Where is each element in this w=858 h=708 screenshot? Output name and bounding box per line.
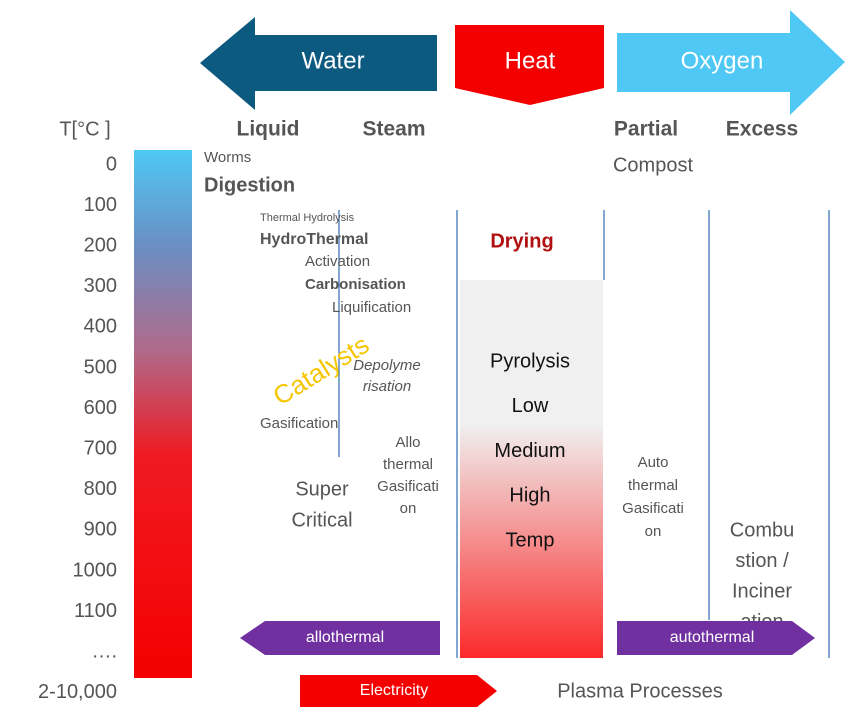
process-label: Compost: [613, 154, 693, 176]
process-label: Worms: [204, 149, 251, 166]
process-label: Super: [295, 478, 349, 500]
axis-label: 300: [84, 275, 117, 297]
axis-label: 100: [84, 194, 117, 216]
process-label: Combu: [730, 519, 794, 541]
process-label: Allo: [395, 434, 420, 451]
arrow-label: autothermal: [670, 629, 755, 646]
process-label: Low: [512, 395, 549, 417]
axis-label: 400: [84, 316, 117, 338]
axis-title: T[°C ]: [59, 118, 110, 140]
process-label: Drying: [490, 230, 553, 252]
process-label: Pyrolysis: [490, 350, 570, 372]
process-label: High: [509, 485, 550, 507]
pyrolysis-box: [460, 280, 603, 658]
autothermal-arrow: [617, 621, 815, 655]
process-label: Carbonisation: [305, 276, 406, 293]
process-label: Plasma Processes: [557, 680, 723, 702]
process-label: Inciner: [732, 580, 792, 602]
process-label: HydroThermal: [260, 231, 368, 248]
axis-label: 1100: [74, 600, 117, 622]
process-label: Gasification: [260, 415, 338, 432]
process-label: on: [400, 500, 417, 517]
process-label: Depolyme: [353, 357, 421, 374]
heat-label: Heat: [505, 47, 556, 74]
process-label: risation: [363, 378, 411, 395]
process-label: Temp: [506, 529, 555, 551]
process-label: Thermal Hydrolysis: [260, 212, 355, 224]
process-label: Auto: [638, 454, 669, 471]
heat-arrow: [455, 25, 604, 105]
axis-label: 600: [84, 397, 117, 419]
oxygen-label: Oxygen: [681, 47, 764, 74]
process-label: Critical: [291, 509, 352, 531]
axis-label: 200: [84, 234, 117, 256]
allothermal-arrow: [240, 621, 440, 655]
process-label: Digestion: [204, 174, 295, 196]
water-arrow: [200, 17, 437, 110]
process-label: Medium: [494, 440, 565, 462]
column-header: Excess: [726, 118, 798, 141]
electricity-arrow: [300, 675, 497, 707]
column-header: Partial: [614, 118, 678, 141]
water-label: Water: [301, 47, 364, 74]
process-label: thermal: [628, 477, 678, 494]
axis-label: 800: [84, 478, 117, 500]
temperature-bar: [134, 150, 192, 678]
column-header: Liquid: [237, 118, 300, 141]
oxygen-arrow: [617, 10, 845, 115]
axis-label: 700: [84, 437, 117, 459]
axis-label: 0: [106, 153, 117, 175]
axis-label: 500: [84, 356, 117, 378]
axis-label: 900: [84, 519, 117, 541]
process-label: Gasificati: [622, 500, 684, 517]
process-label: on: [645, 523, 662, 540]
process-label: thermal: [383, 456, 433, 473]
process-label: Liquification: [332, 299, 411, 316]
process-label: Activation: [305, 253, 370, 270]
arrow-label: Electricity: [360, 682, 428, 699]
arrow-label: allothermal: [306, 629, 384, 646]
axis-label: 1000: [73, 559, 118, 581]
process-label: stion /: [735, 550, 789, 572]
axis-label: ….: [91, 640, 117, 662]
column-header: Steam: [362, 118, 425, 141]
axis-label: 2-10,000: [38, 681, 117, 703]
process-label: Gasificati: [377, 478, 439, 495]
